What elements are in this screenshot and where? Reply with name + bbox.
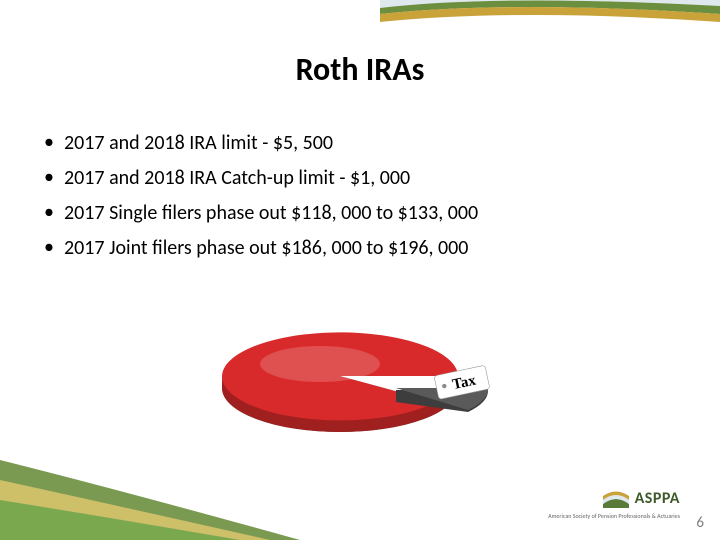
bullet-item: 2017 Joint filers phase out $186, 000 to… — [36, 235, 684, 262]
bullet-text: 2017 and 2018 IRA limit - $5, 500 — [64, 131, 333, 155]
bullet-item: 2017 Single filers phase out $118, 000 t… — [36, 200, 684, 227]
bullet-text: 2017 Single filers phase out $118, 000 t… — [64, 201, 478, 225]
tax-pie-graphic: Tax — [200, 280, 520, 450]
logo-mark-icon — [603, 490, 629, 508]
logo-text: ASPPA — [635, 489, 680, 508]
slide-title: Roth IRAs — [0, 50, 720, 89]
top-swoosh-decor — [380, 0, 720, 40]
logo-tagline: American Society of Pension Professional… — [548, 512, 680, 520]
bullet-item: 2017 and 2018 IRA Catch-up limit - $1, 0… — [36, 165, 684, 192]
slide: Roth IRAs 2017 and 2018 IRA limit - $5, … — [0, 0, 720, 540]
page-number: 6 — [696, 514, 704, 532]
bullet-item: 2017 and 2018 IRA limit - $5, 500 — [36, 130, 684, 157]
bullet-list: 2017 and 2018 IRA limit - $5, 500 2017 a… — [36, 130, 684, 270]
bullet-text: 2017 Joint filers phase out $186, 000 to… — [64, 236, 468, 260]
bullet-text: 2017 and 2018 IRA Catch-up limit - $1, 0… — [64, 166, 410, 190]
asppa-logo: ASPPA — [603, 489, 680, 508]
